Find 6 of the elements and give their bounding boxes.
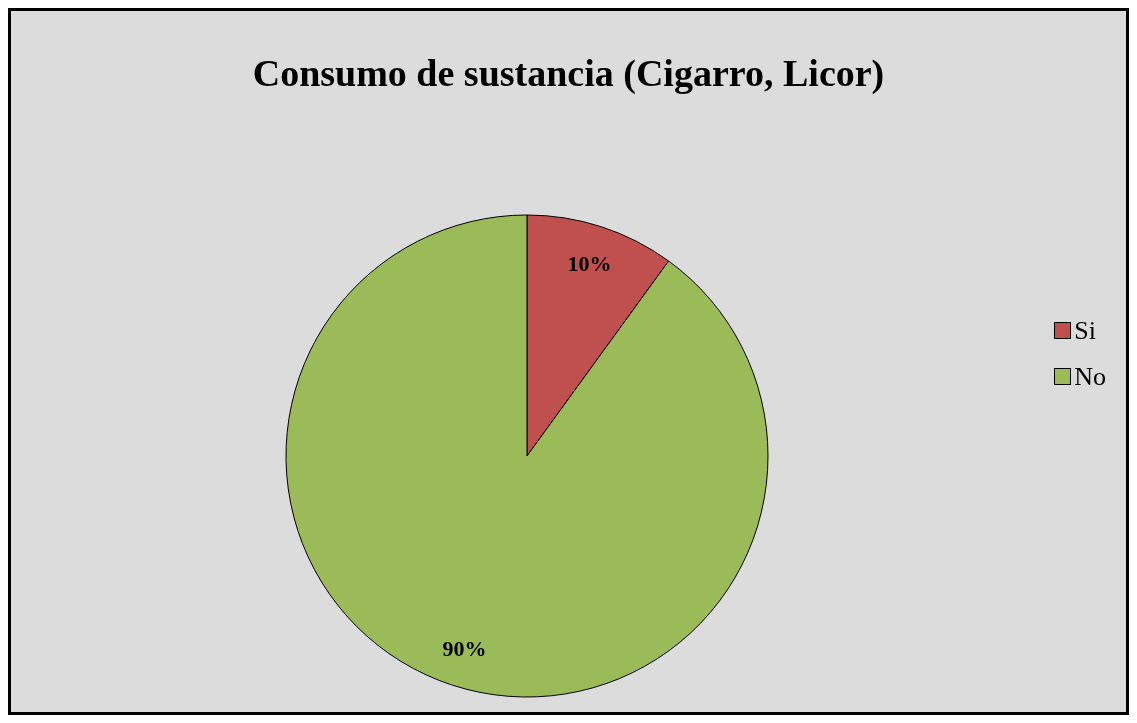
data-label: 10% xyxy=(567,250,612,276)
chart-title: Consumo de sustancia (Cigarro, Licor) xyxy=(251,51,886,95)
data-label: 90% xyxy=(442,636,487,662)
legend-label: No xyxy=(1074,361,1106,392)
legend-label: Si xyxy=(1074,315,1096,346)
pie-slice xyxy=(285,214,769,698)
